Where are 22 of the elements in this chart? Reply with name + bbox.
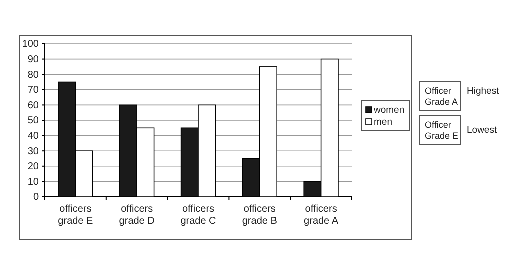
x-tick-label: officers grade D (119, 204, 155, 227)
y-tick-label: 90 (28, 54, 40, 66)
y-tick-label: 20 (28, 162, 40, 173)
text: Officer Grade E (425, 120, 459, 141)
y-tick-label: 0 (33, 192, 40, 204)
text: Officer Grade A (425, 86, 458, 107)
legend-label: women (373, 105, 405, 116)
text: Highest (467, 86, 500, 97)
y-tick-label: 100 (22, 39, 40, 50)
y-tick-label: 80 (28, 70, 40, 81)
y-tick-label: 60 (28, 100, 40, 112)
y-tick-label: 50 (28, 116, 40, 127)
x-tick-label: officers grade A (304, 204, 339, 227)
y-tick-label: 30 (28, 146, 40, 158)
x-tick-label: officers grade E (58, 204, 94, 227)
x-tick-label: officers grade C (180, 204, 216, 227)
y-tick-label: 70 (28, 85, 40, 96)
x-tick-label: officers grade B (242, 204, 278, 227)
y-tick-label: 40 (28, 131, 40, 142)
y-tick-label: 10 (28, 176, 40, 188)
text: Lowest (467, 125, 498, 136)
legend-label: men (374, 117, 392, 128)
